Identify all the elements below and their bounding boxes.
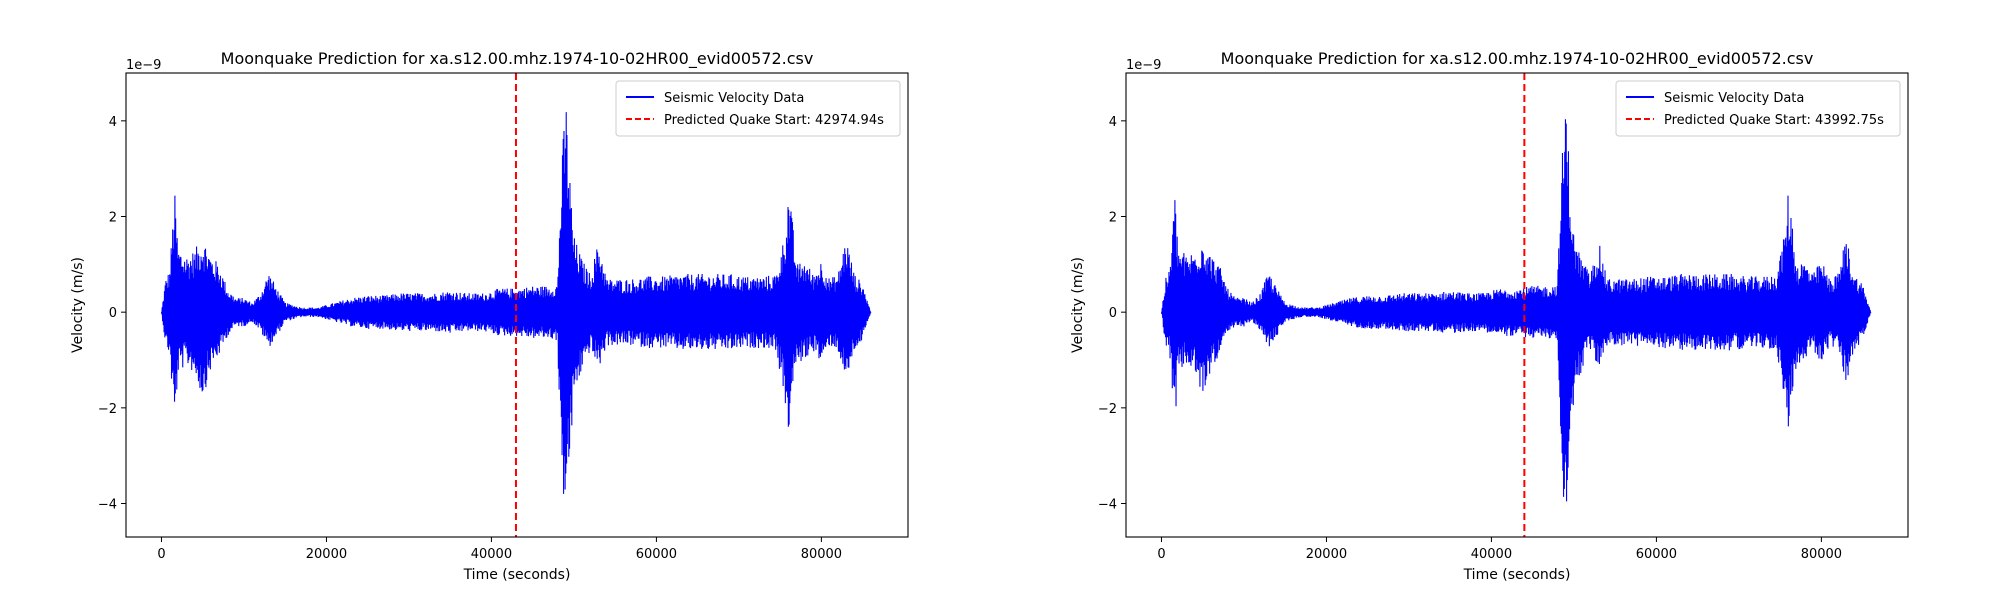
y-tick-label: −4	[98, 498, 117, 513]
chart-svg-left: Moonquake Prediction for xa.s12.00.mhz.1…	[70, 49, 909, 583]
x-axis-label: Time (seconds)	[1463, 567, 1571, 583]
x-tick-label: 0	[1157, 547, 1165, 562]
chart-svg-right: Moonquake Prediction for xa.s12.00.mhz.1…	[1070, 49, 1909, 583]
x-tick-label: 80000	[801, 547, 842, 562]
y-tick-label: 4	[109, 115, 117, 130]
x-tick-label: 0	[157, 547, 165, 562]
chart-title: Moonquake Prediction for xa.s12.00.mhz.1…	[1221, 49, 1814, 69]
legend-label-prediction: Predicted Quake Start: 42974.94s	[664, 113, 884, 128]
legend-label-prediction: Predicted Quake Start: 43992.75s	[1664, 113, 1884, 128]
chart-title: Moonquake Prediction for xa.s12.00.mhz.1…	[221, 49, 814, 69]
legend-box	[615, 80, 901, 137]
chart-panel-right: Moonquake Prediction for xa.s12.00.mhz.1…	[1000, 0, 2000, 600]
y-axis-multiplier: 1e−9	[1126, 58, 1161, 73]
plot-frame	[1125, 72, 1909, 538]
x-tick-label: 40000	[471, 547, 512, 562]
x-tick-label: 20000	[306, 547, 347, 562]
x-tick-label: 40000	[1471, 547, 1512, 562]
y-tick-label: 0	[1109, 306, 1117, 321]
x-tick-label: 60000	[636, 547, 677, 562]
y-axis-label: Velocity (m/s)	[1070, 257, 1086, 353]
x-tick-label: 60000	[1636, 547, 1677, 562]
seismic-velocity-line	[1160, 119, 1872, 502]
plot-frame	[125, 72, 909, 538]
y-tick-label: −2	[98, 402, 117, 417]
y-tick-label: 2	[109, 211, 117, 226]
chart-panel-left: Moonquake Prediction for xa.s12.00.mhz.1…	[70, 49, 909, 583]
y-axis-label: Velocity (m/s)	[70, 257, 86, 353]
y-tick-label: 4	[1109, 115, 1117, 130]
x-axis-label: Time (seconds)	[463, 567, 571, 583]
y-tick-label: −4	[1098, 498, 1117, 513]
y-tick-label: 0	[109, 306, 117, 321]
legend-label-seismic: Seismic Velocity Data	[1664, 91, 1804, 106]
y-tick-label: 2	[1109, 211, 1117, 226]
x-tick-label: 80000	[1801, 547, 1842, 562]
legend-label-seismic: Seismic Velocity Data	[664, 91, 804, 106]
x-tick-label: 20000	[1306, 547, 1347, 562]
y-tick-label: −2	[1098, 402, 1117, 417]
legend-box	[1615, 80, 1901, 137]
y-axis-multiplier: 1e−9	[126, 58, 161, 73]
